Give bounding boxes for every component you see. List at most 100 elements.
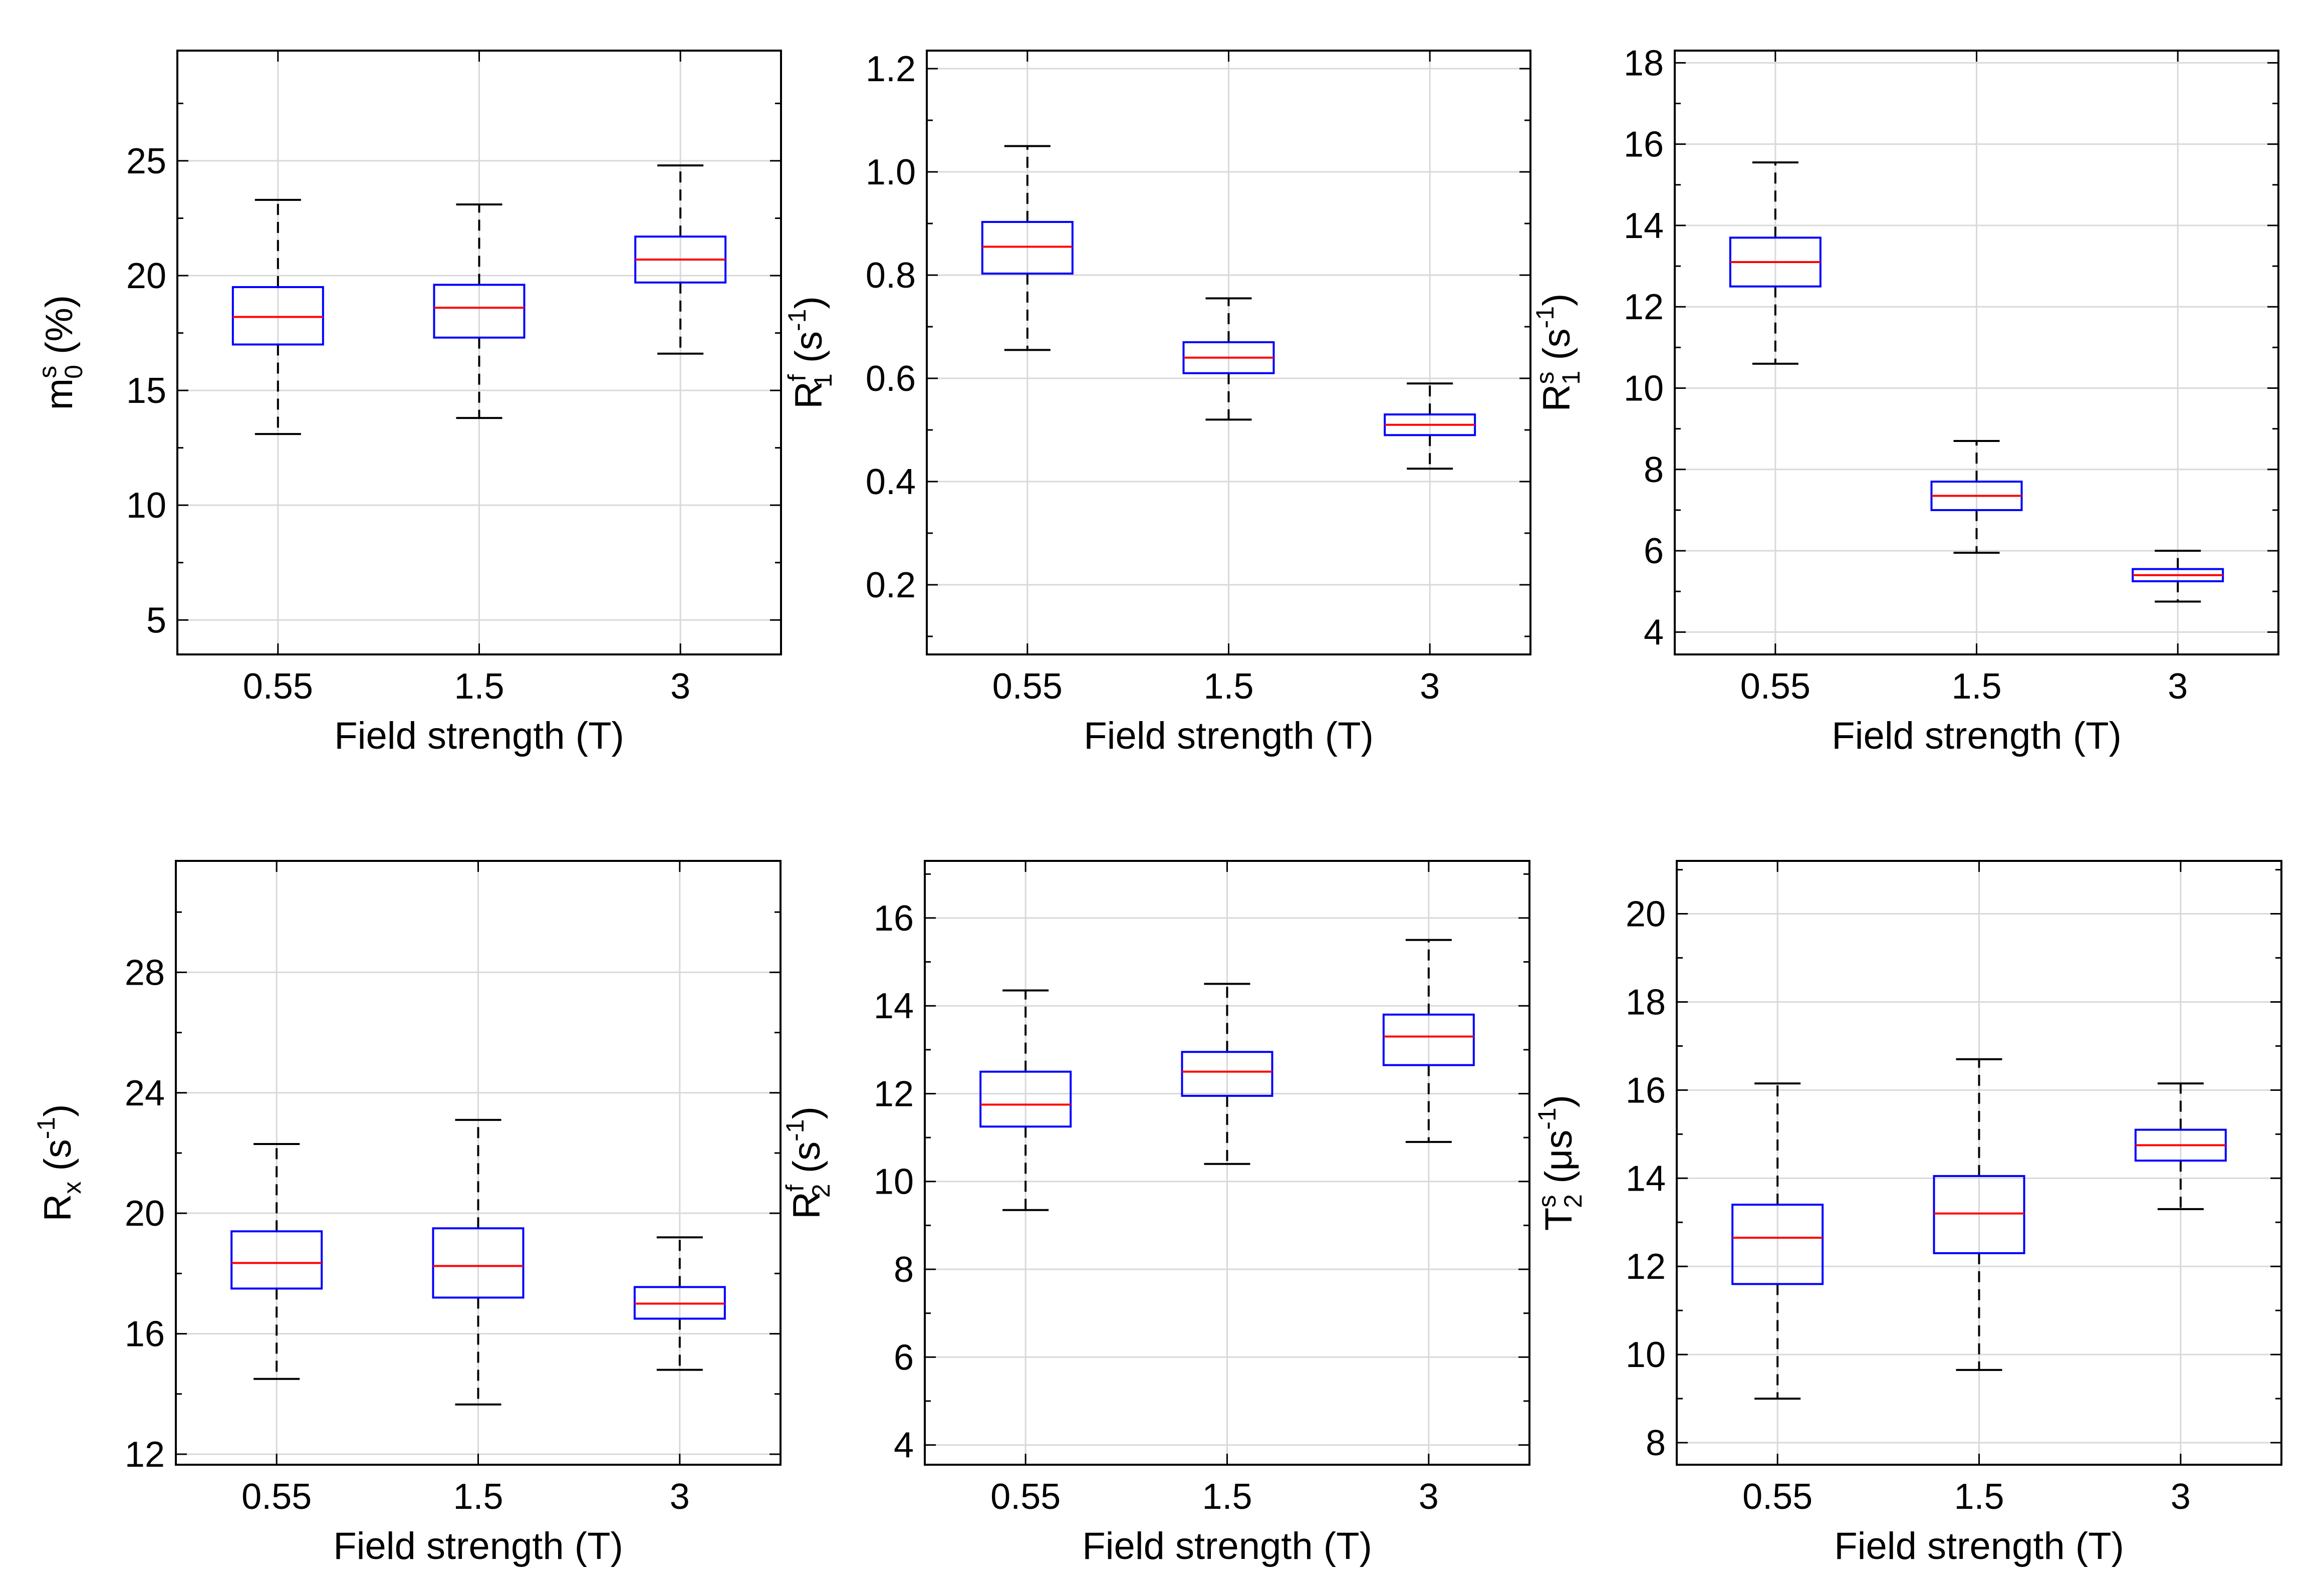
- y-tick-label: 8: [894, 1250, 914, 1290]
- plot-frame: [1674, 50, 2279, 655]
- x-tick-label: 0.55: [992, 666, 1063, 707]
- y-label-superscript: s: [34, 366, 62, 378]
- box-plot-panel-3: 4 6 8 10 12 14 16 18 0.55 1.5 3 Field strength (T) R…: [1531, 43, 2279, 757]
- box-1.5: [1181, 983, 1273, 1165]
- interquartile-box: [1731, 1204, 1824, 1285]
- y-tick-label: 20: [125, 1194, 165, 1234]
- y-tick-label: 14: [874, 986, 914, 1026]
- interquartile-box: [979, 1070, 1072, 1128]
- y-tick-label: 8: [1644, 450, 1664, 490]
- y-label-subscript: 2: [1559, 1194, 1587, 1208]
- y-label-subscript: 2: [807, 1184, 835, 1198]
- box-3: [2132, 550, 2224, 603]
- interquartile-box: [1382, 1013, 1475, 1066]
- y-tick-label: 0.4: [866, 462, 916, 502]
- x-tick-label: 1.5: [1203, 666, 1253, 707]
- y-label-unit: (s: [788, 331, 830, 373]
- x-axis-label: Field strength (T): [1834, 1525, 2124, 1567]
- y-tick-label: 4: [1644, 612, 1664, 652]
- interquartile-box: [1181, 1051, 1273, 1097]
- y-label-close: ): [788, 296, 830, 309]
- y-axis-label: Rf1 (s-1): [783, 296, 837, 409]
- y-tick-label: 5: [146, 600, 166, 640]
- y-axis-label: ms0 (%): [34, 295, 88, 410]
- y-label-superscript: f: [781, 1185, 809, 1192]
- y-tick-label: 20: [126, 256, 166, 296]
- y-label-base: m: [38, 378, 81, 410]
- y-tick-label: 0.8: [866, 256, 916, 296]
- y-tick-label: 18: [1624, 43, 1664, 83]
- box-1.5: [1933, 1058, 2025, 1371]
- plot-frame: [175, 860, 782, 1466]
- y-label-unit: (%): [38, 295, 81, 365]
- y-label-base: R: [786, 1192, 828, 1219]
- plot-frame: [924, 860, 1530, 1466]
- x-axis-label: Field strength (T): [1082, 1525, 1372, 1567]
- y-tick-label: 10: [126, 486, 166, 526]
- y-label-unit-superscript: -1: [1533, 1107, 1561, 1129]
- box-1.5: [432, 1118, 525, 1406]
- x-tick-label: 0.55: [243, 666, 313, 707]
- y-tick-label: 0.2: [866, 565, 916, 605]
- box-0.55: [981, 145, 1074, 351]
- box-plot-panel-1: 5 10 15 20 25 0.55 1.5 3 Field strength (T) ms0 (…: [34, 50, 782, 757]
- plot-frame: [176, 50, 782, 655]
- x-tick-label: 3: [670, 666, 690, 707]
- y-tick-label: 16: [1624, 125, 1664, 165]
- y-label-superscript: s: [1533, 1195, 1561, 1208]
- y-label-superscript: f: [783, 374, 811, 381]
- x-tick-label: 3: [670, 1477, 690, 1517]
- y-label-base: R: [788, 381, 830, 409]
- x-axis-label: Field strength (T): [1084, 715, 1374, 757]
- box-0.55: [979, 989, 1072, 1211]
- y-label-unit-superscript: -1: [781, 1119, 809, 1141]
- interquartile-box: [231, 286, 324, 346]
- y-label-base: R: [37, 1194, 79, 1222]
- box-0.55: [230, 1143, 323, 1380]
- box-plot-panel-2: 0.2 0.4 0.6 0.8 1.0 1.2 0.55 1.5 3 Field strength…: [783, 49, 1531, 757]
- y-label-close: ): [1537, 1095, 1580, 1107]
- y-axis-label: Rx (s-1): [32, 1104, 86, 1221]
- y-label-close: ): [786, 1106, 828, 1119]
- y-axis-label: Rf2 (s-1): [781, 1106, 835, 1219]
- y-tick-label: 20: [1626, 894, 1666, 935]
- x-tick-label: 0.55: [241, 1477, 312, 1517]
- x-axis-label: Field strength (T): [1832, 715, 2122, 757]
- y-label-unit: (s: [37, 1139, 79, 1181]
- box-1.5: [1930, 439, 2023, 554]
- y-axis-label: Ts2 (μs-1): [1533, 1095, 1587, 1231]
- y-label-subscript: 1: [1557, 371, 1585, 385]
- y-tick-label: 6: [1644, 531, 1664, 571]
- y-label-unit-superscript: -1: [32, 1117, 60, 1139]
- y-tick-label: 4: [894, 1426, 914, 1466]
- box-1.5: [1182, 297, 1275, 421]
- x-tick-label: 1.5: [1954, 1477, 2004, 1517]
- y-label-subscript: 1: [809, 373, 837, 387]
- x-tick-label: 1.5: [454, 666, 504, 707]
- y-label-base: T: [1537, 1208, 1580, 1231]
- y-label-unit-superscript: -1: [783, 309, 811, 331]
- y-tick-label: 12: [125, 1435, 165, 1475]
- y-tick-label: 14: [1626, 1159, 1666, 1199]
- y-tick-label: 18: [1626, 982, 1666, 1022]
- box-0.55: [1729, 161, 1822, 365]
- x-tick-label: 1.5: [453, 1477, 503, 1517]
- x-tick-label: 0.55: [990, 1477, 1061, 1517]
- interquartile-box: [432, 1227, 525, 1299]
- box-3: [1384, 382, 1476, 470]
- y-tick-label: 0.6: [866, 359, 916, 399]
- x-axis-label: Field strength (T): [334, 715, 624, 757]
- y-tick-label: 12: [874, 1074, 914, 1114]
- interquartile-box: [230, 1230, 323, 1290]
- box-3: [2134, 1082, 2227, 1210]
- x-tick-label: 1.5: [1951, 666, 2001, 707]
- interquartile-box: [1933, 1175, 2025, 1254]
- y-tick-label: 10: [874, 1162, 914, 1202]
- y-label-close: ): [1535, 294, 1578, 306]
- y-tick-label: 15: [126, 371, 166, 411]
- y-label-unit-superscript: -1: [1531, 306, 1559, 328]
- y-tick-label: 28: [125, 953, 165, 993]
- box-3: [1382, 939, 1475, 1143]
- y-label-unit: (s: [786, 1142, 828, 1184]
